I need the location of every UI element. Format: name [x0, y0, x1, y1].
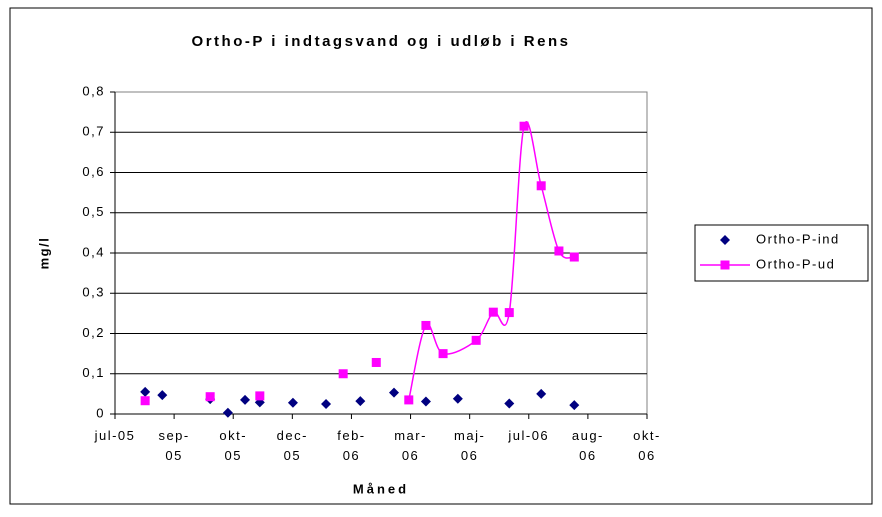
point: [355, 396, 366, 407]
x-tick-label: jul-06: [508, 428, 550, 443]
point: [536, 181, 546, 191]
x-tick-label-box: mar-06: [394, 428, 427, 463]
point: [536, 388, 547, 399]
x-tick-label-box: feb-06: [337, 428, 366, 463]
point: [240, 394, 251, 405]
point: [554, 246, 564, 256]
x-tick-label: jul-05: [94, 428, 136, 443]
point: [569, 400, 580, 411]
legend-label: Ortho-P-ind: [756, 231, 840, 246]
y-axis-label: mg/l: [36, 237, 51, 270]
y-tick-label: 0,4: [82, 244, 105, 259]
point: [504, 308, 514, 318]
point: [205, 392, 215, 402]
point: [140, 386, 151, 397]
point: [421, 320, 431, 330]
x-tick-label-box: okt-05: [219, 428, 248, 463]
point: [287, 397, 298, 408]
x-tick-label: dec-05: [276, 428, 308, 463]
point: [569, 252, 579, 262]
x-tick-label-box: dec-05: [276, 428, 308, 463]
point: [389, 387, 400, 398]
x-tick-label-box: aug-06: [571, 428, 604, 463]
x-tick-label: maj-06: [454, 428, 486, 463]
point: [255, 391, 265, 401]
x-tick-label: feb-06: [337, 428, 366, 463]
point: [222, 407, 233, 418]
legend-label: Ortho-P-ud: [756, 256, 835, 271]
chart-title: Ortho-P i indtagsvand og i udløb i Rens: [192, 33, 571, 50]
y-tick-label: 0,8: [82, 83, 105, 98]
point: [338, 369, 348, 379]
y-tick-label: 0,7: [82, 124, 105, 139]
x-tick-label: okt-06: [633, 428, 661, 463]
legend-box: [694, 224, 869, 282]
point: [371, 357, 381, 367]
point: [504, 398, 515, 409]
y-tick-label: 0,2: [82, 325, 105, 340]
x-axis-label: Måned: [353, 481, 409, 496]
y-tick-label: 0,5: [82, 204, 105, 219]
legend-marker: [720, 235, 730, 245]
y-tick-label: 0,3: [82, 285, 105, 300]
point: [140, 396, 150, 406]
point: [452, 393, 463, 404]
point: [157, 390, 168, 401]
x-tick-label-box: maj-06: [454, 428, 486, 463]
point: [471, 335, 481, 345]
point: [488, 307, 498, 317]
point: [321, 398, 332, 409]
y-tick-label: 0: [96, 405, 105, 420]
point: [519, 121, 529, 131]
x-tick-label-box: okt-06: [633, 428, 661, 463]
x-tick-label: aug-06: [571, 428, 604, 463]
y-tick-label: 0,1: [82, 365, 105, 380]
x-tick-label-box: sep-05: [158, 428, 190, 463]
x-tick-label: okt-05: [219, 428, 248, 463]
x-tick-label: sep-05: [158, 428, 190, 463]
x-tick-label-box: jul-05: [94, 428, 136, 443]
point: [404, 395, 414, 405]
x-tick-label-box: jul-06: [508, 428, 550, 443]
point: [438, 349, 448, 359]
point: [420, 396, 431, 407]
legend-marker: [720, 260, 730, 270]
y-tick-label: 0,6: [82, 164, 105, 179]
x-tick-label: mar-06: [394, 428, 427, 463]
